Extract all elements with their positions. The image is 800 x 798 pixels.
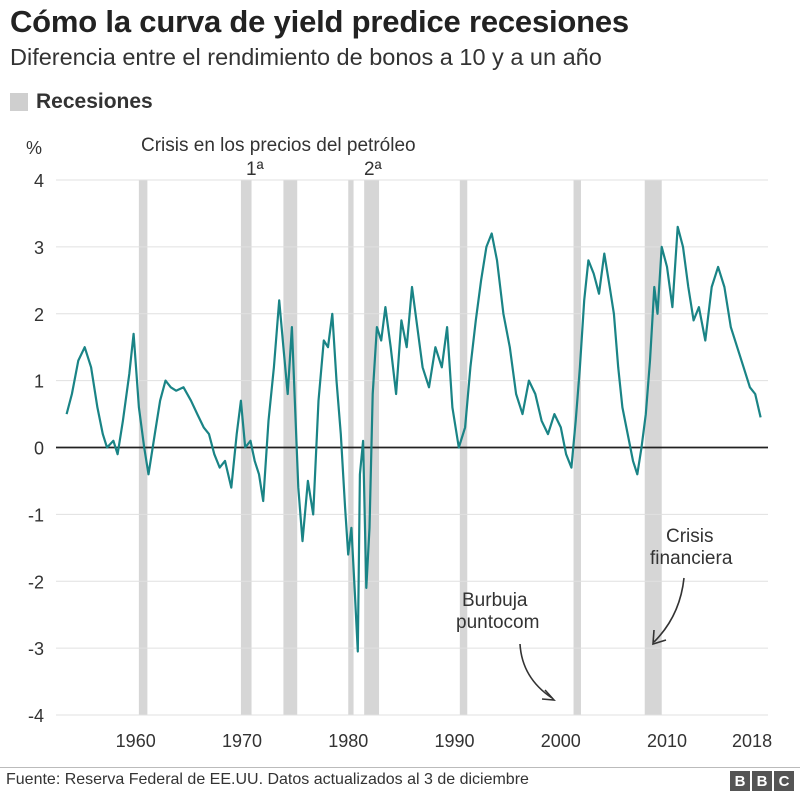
- x-tick-label: 1970: [222, 731, 262, 751]
- legend: Recesiones: [10, 90, 153, 114]
- y-axis-ticks: 4 3 2 1 0 -1 -2 -3 -4: [28, 171, 44, 726]
- y-axis-unit: %: [26, 138, 42, 158]
- yield-curve-chart: 4 3 2 1 0 -1 -2 -3 -4 1960 1970 1980 1990 2000 2010 20…: [26, 135, 772, 751]
- y-tick-label: -2: [28, 572, 44, 592]
- source-note: Fuente: Reserva Federal de EE.UU. Datos …: [6, 771, 529, 788]
- x-tick-label: 1960: [116, 731, 156, 751]
- x-tick-label: 2000: [541, 731, 581, 751]
- financial-arrowhead: [652, 629, 667, 646]
- bbc-logo: B B C: [730, 771, 794, 791]
- financial-annotation-line2: financiera: [650, 548, 733, 569]
- chart-subtitle: Diferencia entre el rendimiento de bonos…: [10, 44, 602, 70]
- bbc-logo-letter-b2: B: [752, 771, 772, 791]
- legend-recession-swatch: [10, 93, 28, 111]
- oil-crisis-second-label: 2ª: [364, 159, 383, 180]
- y-tick-label: 4: [34, 171, 44, 191]
- y-tick-label: -3: [28, 639, 44, 659]
- x-tick-label: 2010: [647, 731, 687, 751]
- financial-arrow: [653, 577, 685, 643]
- spread-series-line: [65, 225, 762, 653]
- y-tick-label: -4: [28, 706, 44, 726]
- dotcom-arrow: [519, 643, 553, 699]
- x-tick-label: 1990: [434, 731, 474, 751]
- chart-title: Cómo la curva de yield predice recesione…: [10, 4, 629, 39]
- financial-annotation-line1: Crisis: [666, 526, 714, 547]
- y-tick-label: -1: [28, 505, 44, 525]
- dotcom-annotation-line1: Burbuja: [462, 590, 528, 611]
- dotcom-arrowhead: [541, 689, 556, 701]
- x-tick-label: 1980: [328, 731, 368, 751]
- legend-recession-label: Recesiones: [36, 90, 153, 113]
- y-tick-label: 3: [34, 238, 44, 258]
- oil-crisis-annotation: Crisis en los precios del petróleo: [141, 135, 416, 156]
- footer-divider: [0, 767, 800, 768]
- oil-crisis-first-label: 1ª: [246, 159, 265, 180]
- y-tick-label: 2: [34, 305, 44, 325]
- x-axis-ticks: 1960 1970 1980 1990 2000 2010 2018: [116, 731, 772, 751]
- y-tick-label: 0: [34, 439, 44, 459]
- y-tick-label: 1: [34, 372, 44, 392]
- x-tick-label: 2018: [732, 731, 772, 751]
- gridlines: [56, 179, 768, 716]
- bbc-logo-letter-c: C: [774, 771, 794, 791]
- bbc-logo-letter-b1: B: [730, 771, 750, 791]
- dotcom-annotation-line2: puntocom: [456, 612, 539, 633]
